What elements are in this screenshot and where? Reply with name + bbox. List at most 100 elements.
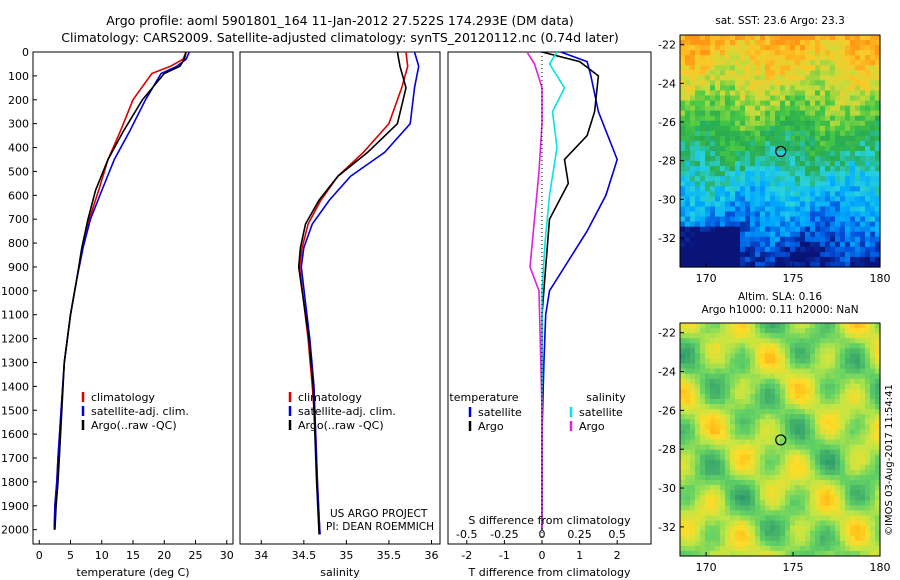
temperature-ytick-label: 200 [8,94,29,107]
salinity-xtick-label: 34 [254,549,268,562]
temperature-ytick-label: 1500 [1,404,29,417]
difference-xtick-label: -2 [461,549,472,562]
sst_map-xtick-label: 175 [783,272,804,285]
salinity-legend-label: climatology [298,391,362,404]
temperature-xlabel: temperature (deg C) [76,566,189,579]
sst_map-ytick-label: -22 [658,39,676,52]
sla_map-frame [679,322,881,557]
credit-pi: PI: DEAN ROEMMICH [326,521,434,533]
difference-legend-title-s: salinity [586,391,626,404]
sst_map-ytick-label: -26 [658,116,676,129]
sst_map-ytick-label: -32 [658,232,676,245]
difference-stick-label: -0.5 [456,528,477,541]
figure-title-line2: Climatology: CARS2009. Satellite-adjuste… [61,30,619,45]
salinity-plot-frame [239,51,441,545]
temperature-ytick-label: 600 [8,189,29,202]
sst_map-xtick-label: 180 [870,272,891,285]
imos-stamp: ©IMOS 03-Aug-2017 11:54:41 [884,384,895,536]
temperature-ytick-label: 1100 [1,309,29,322]
difference-top-xlabel: S difference from climatology [468,514,631,527]
sla_map-ytick-label: -24 [658,366,676,379]
difference-legend-label: satellite [579,406,623,419]
temperature-ytick-label: 1700 [1,452,29,465]
temperature-ytick-label: 1200 [1,333,29,346]
temperature-xtick-label: 30 [220,549,234,562]
difference-xlabel: T difference from climatology [468,566,631,579]
temperature-ytick-label: 300 [8,118,29,131]
sla_map-profile-marker [775,434,787,446]
salinity-legend-label: satellite-adj. clim. [298,405,396,418]
difference-series-satellite-t [541,51,619,530]
salinity-xtick-label: 36 [424,549,438,562]
difference-plot-frame [447,51,652,545]
difference-series-satellite-s [541,51,566,530]
temperature-ytick-label: 900 [8,261,29,274]
difference-xtick-label: 0 [538,549,545,562]
temperature-xtick-label: 10 [95,549,109,562]
temperature-ytick-label: 400 [8,142,29,155]
difference-legend-label: Argo [478,420,504,433]
temperature-xtick-label: 25 [189,549,203,562]
difference-legend-title-t: temperature [449,391,518,404]
sla_map-ytick-label: -30 [658,482,676,495]
sst_map-ytick-label: -24 [658,77,676,90]
sla_map-ytick-label: -32 [658,521,676,534]
difference-stick-label: 0.25 [567,528,592,541]
sst_map-ytick-label: -30 [658,193,676,206]
salinity-series-argorawqc [297,51,407,535]
temperature-ytick-label: 1600 [1,428,29,441]
temperature-ytick-label: 1400 [1,380,29,393]
temperature-ytick-label: 0 [22,46,29,59]
difference-legend-label: Argo [579,420,605,433]
temperature-legend-label: satellite-adj. clim. [91,405,189,418]
difference-stick-label: 0 [538,528,545,541]
difference-series-argo-s [526,51,543,530]
sst_map-profile-marker [775,145,787,158]
temperature-ytick-label: 1300 [1,356,29,369]
difference-xtick-label: 1 [576,549,583,562]
salinity-xtick-label: 35.5 [377,549,402,562]
temperature-plot-frame [32,51,234,545]
sla_map-ytick-label: -26 [658,404,676,417]
sla_map-xtick-label: 170 [696,561,717,574]
salinity-xtick-label: 34.5 [292,549,317,562]
temperature-xtick-label: 20 [157,549,171,562]
temperature-ytick-label: 800 [8,237,29,250]
temperature-series-satelliteadjclim [53,51,191,530]
difference-xtick-label: 2 [614,549,621,562]
sst_map-xtick-label: 170 [696,272,717,285]
salinity-xlabel: salinity [320,566,360,579]
credit-project: US ARGO PROJECT [330,508,428,520]
difference-xtick-label: -1 [499,549,510,562]
sst_map-frame [679,34,881,268]
difference-stick-label: 0.5 [608,528,626,541]
temperature-xtick-label: 5 [67,549,74,562]
difference-stick-label: -0.25 [490,528,518,541]
sla_map-xtick-label: 180 [870,561,891,574]
temperature-xtick-label: 0 [36,549,43,562]
sst_map-field [680,35,881,268]
sla_map-ytick-label: -22 [658,327,676,340]
salinity-xtick-label: 35 [339,549,353,562]
temperature-ytick-label: 1800 [1,476,29,489]
temperature-legend-label: Argo(..raw -QC) [91,419,177,432]
temperature-ytick-label: 1900 [1,500,29,513]
temperature-ytick-label: 2000 [1,524,29,537]
temperature-xtick-label: 15 [126,549,140,562]
salinity-legend-label: Argo(..raw -QC) [298,419,384,432]
temperature-ytick-label: 1000 [1,285,29,298]
sla_map-ytick-label: -28 [658,443,676,456]
temperature-legend-label: climatology [91,391,155,404]
temperature-ytick-label: 700 [8,213,29,226]
sst_map-ytick-label: -28 [658,155,676,168]
sst-map-title: sat. SST: 23.6 Argo: 23.3 [715,15,845,27]
difference-legend-label: satellite [478,406,522,419]
temperature-ytick-label: 500 [8,165,29,178]
sla_map-field [680,323,881,557]
figure-title-line1: Argo profile: aoml 5901801_164 11-Jan-20… [106,13,574,28]
sla-map-title-line2: Argo h1000: 0.11 h2000: NaN [701,304,858,316]
sla-map-title-line1: Altim. SLA: 0.16 [738,291,822,303]
temperature-ytick-label: 100 [8,70,29,83]
sla_map-xtick-label: 175 [783,561,804,574]
